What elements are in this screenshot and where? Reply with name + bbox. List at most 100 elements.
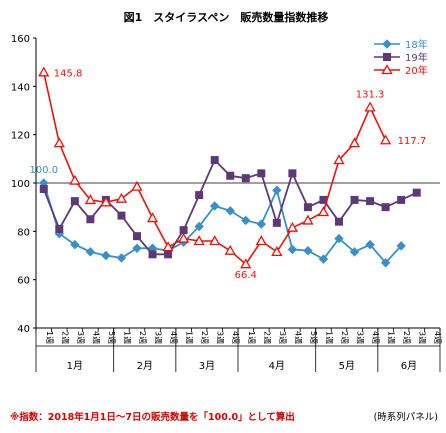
x-tick-label: 3週	[356, 331, 365, 344]
x-tick-label: 2週	[262, 331, 271, 344]
x-tick-label: 3週	[216, 331, 225, 344]
y-tick-label: 60	[17, 276, 30, 287]
series-point	[257, 169, 266, 178]
series-0	[39, 178, 406, 268]
series-point	[116, 253, 127, 263]
series-point	[194, 221, 204, 232]
x-tick-label: 1週	[185, 331, 194, 344]
series-point	[240, 258, 252, 269]
month-label: 3月	[199, 360, 215, 372]
series-point	[84, 194, 96, 205]
month-label: 6月	[401, 360, 417, 372]
series-point	[162, 241, 174, 252]
series-point	[383, 53, 391, 61]
series-point	[272, 218, 281, 227]
series-point	[241, 215, 251, 226]
y-axis: 40 60 80 100 120 140 160	[11, 34, 440, 335]
series-point	[335, 217, 343, 226]
series-point	[164, 250, 173, 259]
series-point	[146, 212, 159, 223]
x-tick-label: 3週	[76, 331, 85, 344]
series-point	[272, 185, 282, 195]
series-point	[224, 244, 236, 255]
series-point	[225, 206, 235, 216]
series-point	[348, 137, 361, 148]
data-labels: 100.0 145.8 66.4 131.3 117.7	[29, 68, 426, 281]
month-label: 2月	[137, 360, 153, 372]
series-point	[226, 171, 235, 180]
data-label: 131.3	[356, 89, 385, 100]
series-point	[55, 224, 64, 233]
series-point	[53, 137, 65, 148]
x-tick-label: 3週	[154, 331, 163, 344]
series-point	[101, 250, 111, 261]
series-point	[85, 247, 96, 257]
x-tick-label: 4週	[91, 331, 100, 344]
series-2	[38, 66, 392, 269]
series-point	[380, 134, 392, 145]
series-point	[287, 244, 298, 255]
series-point	[381, 64, 393, 75]
y-tick-label: 80	[17, 227, 30, 238]
series-point	[288, 169, 297, 178]
series-point	[178, 232, 190, 243]
y-tick-label: 40	[17, 324, 30, 335]
series-point	[334, 233, 344, 244]
legend-label: 19年	[405, 51, 428, 64]
series-point	[195, 191, 204, 200]
series-point	[132, 243, 142, 253]
month-label: 4月	[269, 360, 285, 372]
series-point	[255, 235, 267, 246]
series-point	[318, 254, 329, 264]
series-point	[193, 235, 205, 246]
month-label: 1月	[67, 360, 83, 372]
series-point	[286, 221, 298, 232]
series-point	[100, 196, 112, 207]
series-point	[365, 239, 375, 250]
series-point	[117, 211, 126, 220]
y-tick-label: 100	[11, 179, 30, 190]
x-tick-label: 1週	[247, 331, 256, 344]
series-point	[131, 180, 143, 191]
series-point	[115, 192, 128, 203]
x-tick-label: 2週	[340, 331, 349, 344]
series-point	[350, 195, 359, 204]
x-tick-label: 5週	[107, 331, 116, 344]
data-label: 145.8	[54, 68, 83, 79]
series-point	[133, 232, 141, 241]
series-point	[396, 241, 406, 251]
x-tick-label: 3週	[278, 331, 287, 344]
x-tick-label: 1週	[122, 331, 131, 344]
x-tick-label: 4週	[371, 331, 380, 344]
x-tick-label: 2週	[200, 331, 209, 344]
series-point	[210, 156, 219, 165]
x-tick-label: 5週	[309, 331, 318, 344]
x-tick-label: 2週	[402, 331, 411, 344]
series-point	[179, 226, 188, 235]
plot-area	[38, 66, 421, 269]
footnote: ※指数：2018年1月1日～7日の販売数量を「100.0」として算出	[10, 411, 295, 423]
series-point	[303, 245, 313, 256]
series-point	[86, 215, 95, 224]
x-tick-label: 3週	[418, 331, 427, 344]
series-point	[317, 206, 330, 217]
series-point	[349, 247, 360, 257]
x-axis: 1週 2週 3週 4週 5週 1週 2週 3週 4週 1週 2週 3週 4週 1週 2週 3週 4週 5週 1週 2週…	[35, 327, 442, 372]
series-point	[271, 246, 283, 257]
series-point	[38, 66, 50, 77]
series-point	[241, 174, 250, 183]
x-tick-label: 4週	[433, 331, 442, 344]
x-tick-label: 2週	[60, 331, 69, 344]
series-point	[381, 203, 390, 212]
series-point	[366, 197, 375, 206]
legend-label: 20年	[405, 64, 428, 77]
series-point	[70, 197, 79, 206]
series-point	[382, 39, 392, 49]
series-point	[412, 188, 421, 197]
series-point	[303, 203, 312, 212]
series-point	[148, 250, 157, 259]
x-tick-label: 2週	[138, 331, 147, 344]
data-label: 100.0	[29, 165, 58, 176]
